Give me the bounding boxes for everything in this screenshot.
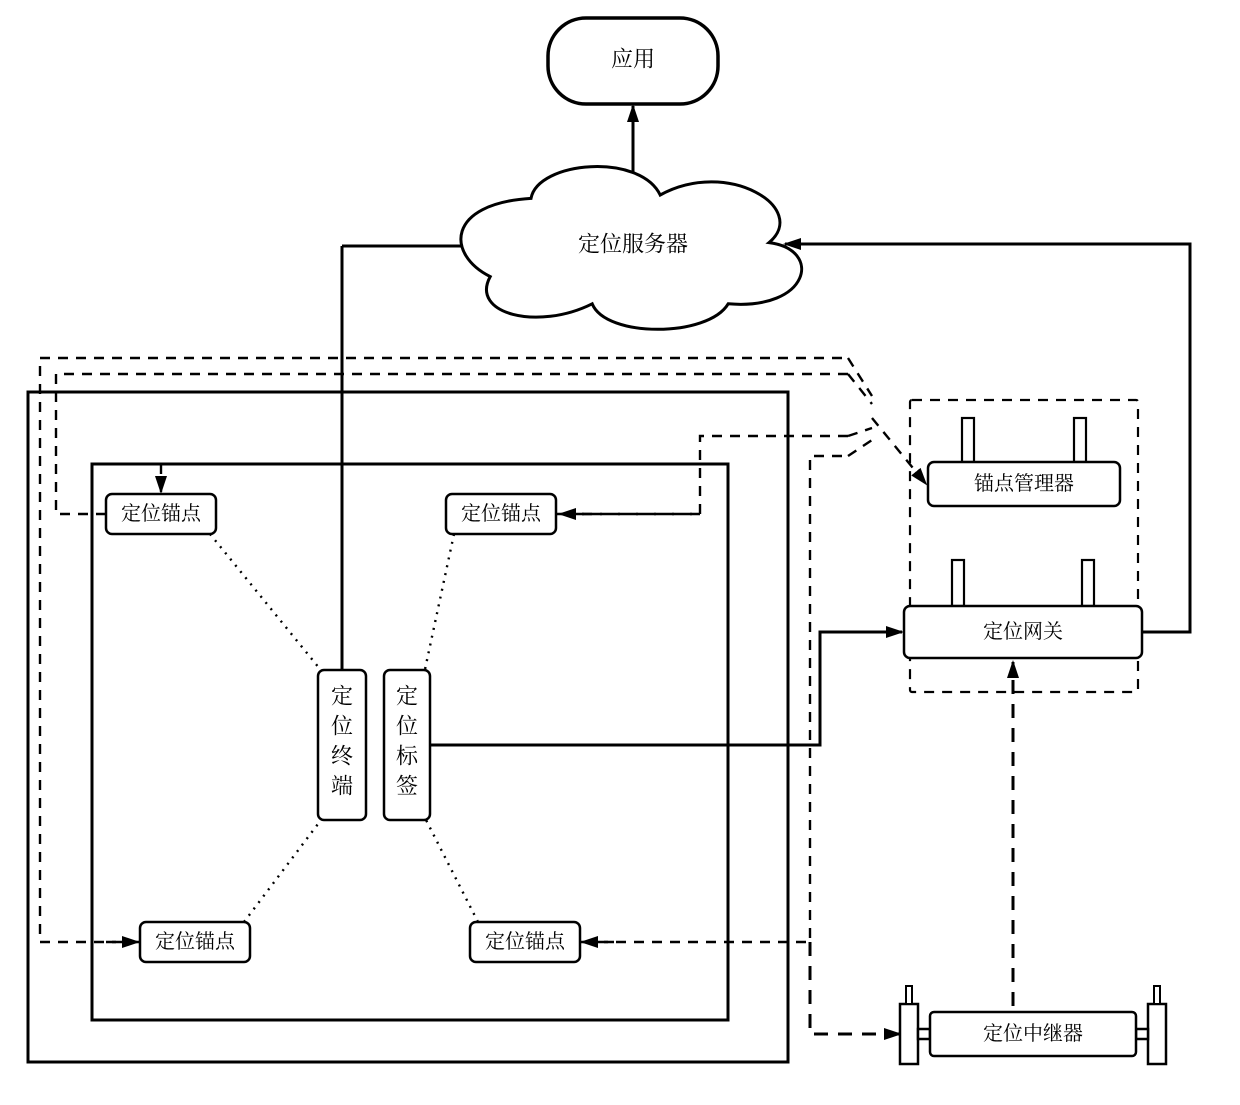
svg-text:定: 定 xyxy=(396,680,418,711)
svg-text:定: 定 xyxy=(331,680,353,711)
svg-text:定位服务器: 定位服务器 xyxy=(578,228,688,259)
svg-text:定位锚点: 定位锚点 xyxy=(461,497,542,526)
svg-text:位: 位 xyxy=(396,710,418,741)
svg-text:应用: 应用 xyxy=(611,43,655,74)
svg-text:位: 位 xyxy=(331,710,353,741)
svg-text:定位锚点: 定位锚点 xyxy=(485,925,566,954)
svg-text:签: 签 xyxy=(396,770,418,801)
svg-text:锚点管理器: 锚点管理器 xyxy=(974,467,1074,496)
svg-text:端: 端 xyxy=(331,770,353,801)
svg-text:终: 终 xyxy=(331,740,353,771)
svg-text:定位网关: 定位网关 xyxy=(983,615,1063,644)
svg-text:定位锚点: 定位锚点 xyxy=(155,925,236,954)
svg-text:定位锚点: 定位锚点 xyxy=(121,497,202,526)
svg-text:定位中继器: 定位中继器 xyxy=(983,1017,1083,1046)
svg-text:标: 标 xyxy=(396,740,419,771)
